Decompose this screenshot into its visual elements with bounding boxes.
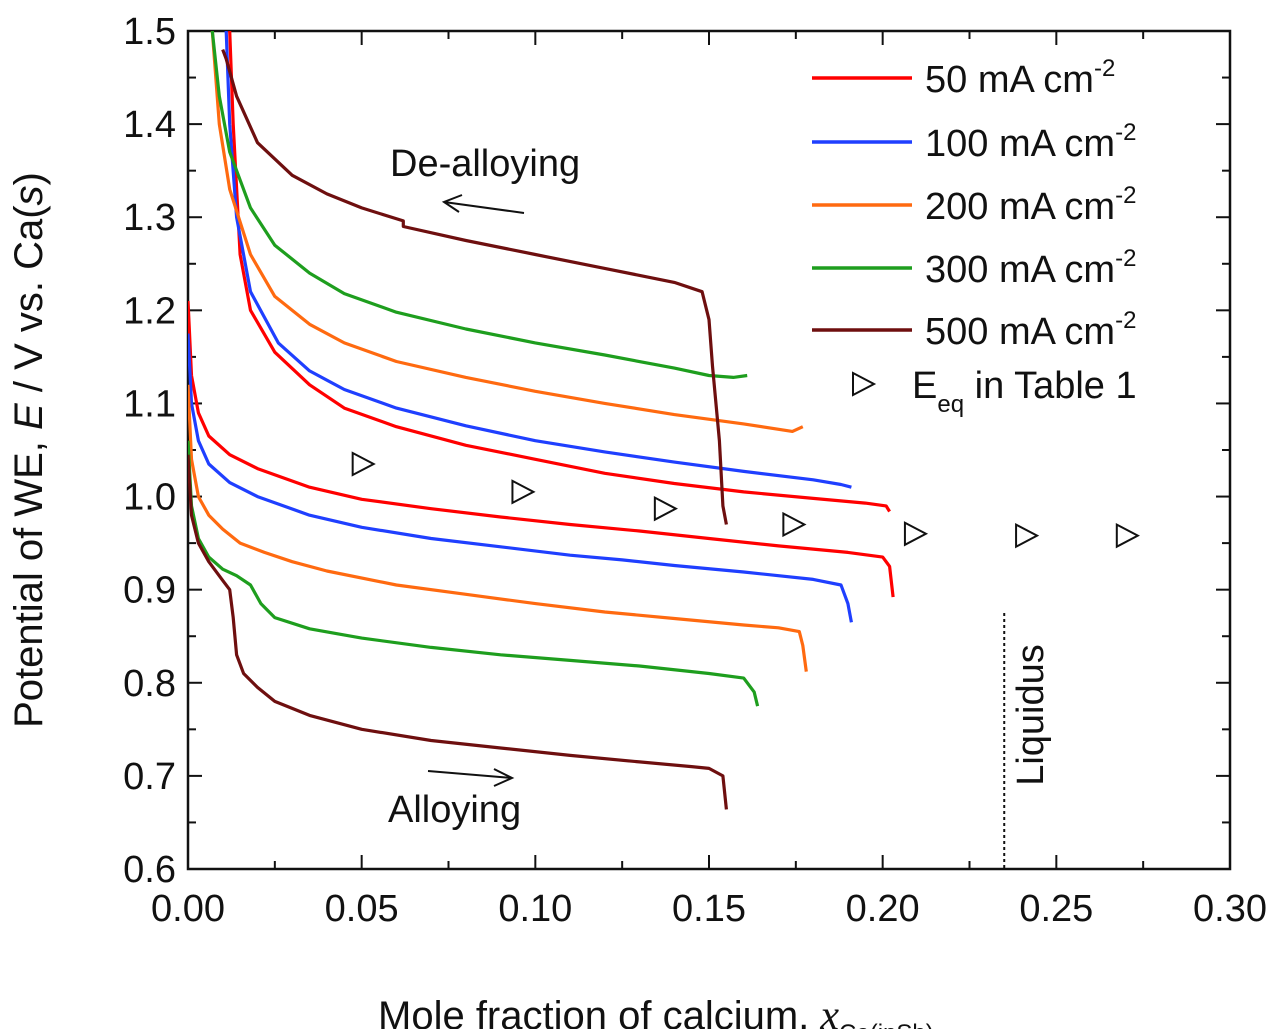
eq-point	[653, 496, 679, 522]
dealloying-arrow	[441, 194, 525, 214]
x-tick-label: 0.15	[672, 888, 746, 930]
series-line-dealloying	[224, 31, 852, 489]
series-line-alloying	[188, 454, 728, 810]
legend-eq-marker	[852, 371, 877, 397]
y-tick-label: 0.7	[123, 756, 176, 798]
y-tick-label: 0.9	[123, 570, 176, 612]
x-tick-label: 0.30	[1193, 888, 1267, 930]
legend-label: 500 mA cm-2	[925, 307, 1136, 353]
svg-text:Mole fraction of calcium, xCa(: Mole fraction of calcium, xCa(inSb)	[378, 993, 934, 1029]
eq-point	[903, 521, 929, 547]
alloying-arrow	[427, 768, 515, 787]
y-tick-label: 0.6	[123, 849, 176, 891]
series-line-dealloying	[210, 31, 748, 379]
y-axis-label: Potential of WE, E / V vs. Ca(s)	[7, 172, 51, 728]
series-line-alloying	[188, 440, 760, 707]
legend-label: 300 mA cm-2	[925, 245, 1136, 291]
eq-point	[782, 511, 807, 538]
eq-point	[1115, 523, 1140, 549]
x-tick-label: 0.00	[151, 888, 225, 930]
alloying-label: Alloying	[388, 789, 521, 831]
x-tick-label: 0.20	[846, 888, 920, 930]
eq-point	[1015, 523, 1040, 549]
eq-markers	[351, 451, 1140, 549]
y-tick-label: 1.0	[123, 477, 176, 519]
legend: 50 mA cm-2 100 mA cm-2 200 mA cm-2 300 mA c…	[812, 55, 1137, 418]
y-tick-label: 0.8	[123, 663, 176, 705]
series-line-dealloying	[210, 31, 804, 433]
x-axis-label: Mole fraction of calcium, xCa(inSb)	[378, 993, 934, 1029]
legend-eq-label: Eeq in Table 1	[912, 365, 1137, 418]
liquidus-label: Liquidus	[1010, 644, 1052, 786]
series-line-alloying	[188, 333, 853, 623]
y-tick-label: 1.3	[123, 197, 176, 239]
axis-ticks: 0.00 0.05 0.10 0.15 0.20 0.25 0.30 0.6 0.7 0.8 0.9…	[123, 11, 1267, 930]
legend-label: 200 mA cm-2	[925, 182, 1136, 228]
dealloying-label: De-alloying	[390, 143, 580, 185]
y-tick-label: 1.2	[123, 290, 176, 332]
legend-label: 50 mA cm-2	[925, 55, 1115, 101]
svg-text:Potential of WE, E / V vs. Ca(: Potential of WE, E / V vs. Ca(s)	[7, 172, 51, 728]
x-tick-label: 0.10	[498, 888, 572, 930]
y-tick-label: 1.4	[123, 104, 176, 146]
x-tick-label: 0.25	[1019, 888, 1093, 930]
y-tick-label: 1.5	[123, 11, 176, 53]
legend-label: 100 mA cm-2	[925, 119, 1136, 165]
eq-point	[511, 479, 536, 505]
series-line-alloying	[188, 300, 895, 598]
series-line-alloying	[188, 384, 808, 672]
series-line-dealloying	[228, 31, 891, 513]
series-line-dealloying	[221, 49, 728, 525]
curves	[188, 31, 895, 810]
eq-point	[351, 451, 376, 477]
y-tick-label: 1.1	[123, 383, 176, 425]
x-tick-label: 0.05	[325, 888, 399, 930]
